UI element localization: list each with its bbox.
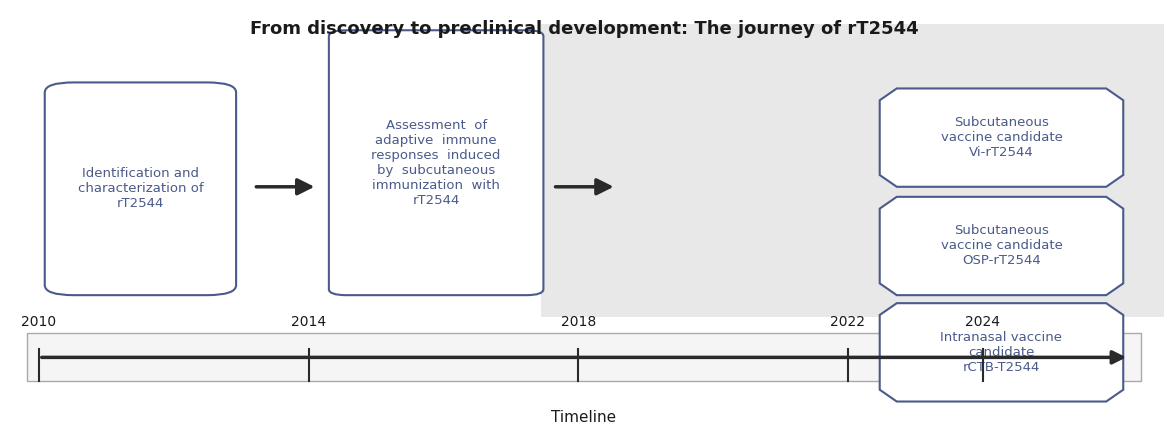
FancyBboxPatch shape xyxy=(541,24,1163,317)
FancyBboxPatch shape xyxy=(329,30,543,295)
Text: 2022: 2022 xyxy=(830,315,865,329)
Text: 2010: 2010 xyxy=(21,315,56,329)
Text: Subcutaneous
vaccine candidate
OSP-rT2544: Subcutaneous vaccine candidate OSP-rT254… xyxy=(940,225,1063,268)
Text: 2014: 2014 xyxy=(291,315,326,329)
Text: Subcutaneous
vaccine candidate
Vi-rT2544: Subcutaneous vaccine candidate Vi-rT2544 xyxy=(940,116,1063,159)
Polygon shape xyxy=(880,197,1124,295)
Text: 2024: 2024 xyxy=(965,315,1000,329)
Text: Assessment  of
adaptive  immune
responses  induced
by  subcutaneous
immunization: Assessment of adaptive immune responses … xyxy=(371,119,501,207)
FancyBboxPatch shape xyxy=(27,333,1141,381)
Text: From discovery to preclinical development: The journey of rT2544: From discovery to preclinical developmen… xyxy=(250,20,918,38)
FancyBboxPatch shape xyxy=(44,83,236,295)
Polygon shape xyxy=(880,303,1124,401)
Text: Timeline: Timeline xyxy=(551,410,617,425)
Text: Identification and
characterization of
rT2544: Identification and characterization of r… xyxy=(77,167,203,210)
Text: Intranasal vaccine
candidate
rCTB-T2544: Intranasal vaccine candidate rCTB-T2544 xyxy=(940,331,1063,374)
Text: 2018: 2018 xyxy=(561,315,596,329)
Polygon shape xyxy=(880,89,1124,187)
